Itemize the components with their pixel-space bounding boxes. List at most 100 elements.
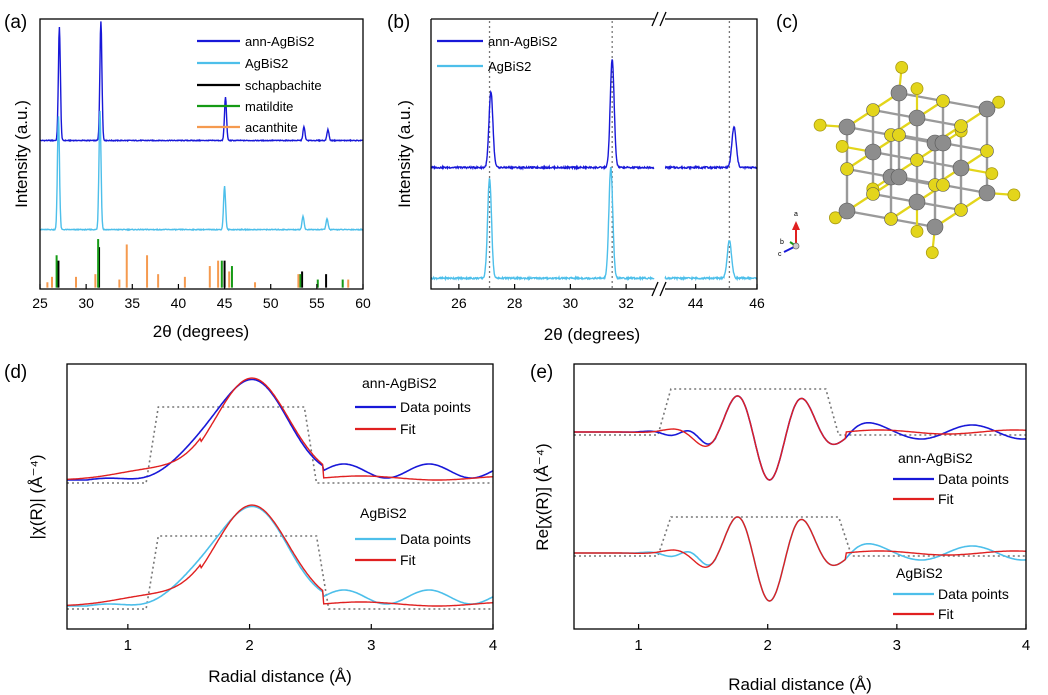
panel-a-legend: ann-AgBiS2 AgBiS2 schapbachite matildite… [197,34,322,135]
series-data-points [574,395,1026,481]
x-tick-label: 55 [309,295,325,311]
legend-group-label: ann-AgBiS2 [362,375,437,391]
sulfur-atom [985,167,999,181]
legend-item-agbis2: AgBiS2 [437,59,531,74]
panel-e-ylabel: Re[χ(R)] (Å⁻⁴) [533,443,552,550]
sulfur-atom [884,212,898,226]
panel-e-plot [574,388,1027,602]
panel-b-xlabel: 2θ (degrees) [544,325,640,344]
x-tick-label: 3 [367,637,375,654]
panel-d-xlabel: Radial distance (Å) [208,667,352,686]
legend-item-schapbachite: schapbachite [197,78,322,93]
series-line-ann-agbis2-left [430,59,655,171]
panel-d-ylabel: |χ(R)| (Å⁻⁴) [27,454,46,539]
legend-item-matildite: matildite [197,99,293,114]
series-data-points [67,378,494,481]
panel-a-letter: (a) [4,12,27,33]
silver-atom [864,143,882,161]
legend-item-ann-agbis2: ann-AgBiS2 [197,34,314,49]
sulfur-atom [954,119,968,133]
x-tick-label: 3 [893,637,901,654]
panel-e-frame [573,363,1027,630]
panel-e-letter: (e) [530,362,553,383]
panel-b-ylabel: Intensity (a.u.) [395,100,414,208]
x-tick-label: 26 [451,295,467,311]
panel-d-plot [67,377,494,610]
silver-atom [908,109,926,127]
sulfur-atom [936,178,950,192]
panel-e-legend-1: ann-AgBiS2 Data points Fit [893,450,1009,507]
legend-item-ann-agbis2: ann-AgBiS2 [437,34,557,49]
legend-group-label: ann-AgBiS2 [898,450,973,466]
panel-d-letter: (d) [4,362,27,383]
legend-matildite-label: matildite [245,99,293,114]
sulfur-atom [992,95,1005,109]
sulfur-atom [835,139,849,153]
panel-e-xlabel: Radial distance (Å) [728,675,872,694]
x-tick-label: 25 [32,295,48,311]
panel-a-frame [39,18,364,290]
series-line-agbis2-right [664,240,758,282]
axis-triad-icon: a b c [778,211,800,258]
sulfur-atom [925,246,939,260]
panel-e: (e) 1 2 3 4 Radial distance (Å) Re[χ(R)] (Å… [530,362,1030,694]
silver-atom [952,159,970,177]
fit-window [574,516,1026,557]
panel-a-ylabel: Intensity (a.u.) [12,100,31,208]
sulfur-atom [866,103,880,117]
silver-atom [978,184,996,202]
series-line-ann-agbis2-right [664,125,758,171]
fit-window [67,406,493,484]
panel-b-legend: ann-AgBiS2 AgBiS2 [437,34,557,74]
sulfur-atom [954,203,968,217]
legend-item-acanthite: acanthite [197,120,298,135]
sulfur-atom [892,128,906,142]
legend-schapbachite-label: schapbachite [245,78,322,93]
panel-e-legend-2: AgBiS2 Data points Fit [893,565,1009,622]
panel-d-legend-1: ann-AgBiS2 Data points Fit [355,375,471,437]
x-tick-label: 2 [764,637,772,654]
silver-atom [838,118,856,136]
silver-atom [934,134,952,152]
sulfur-atom [980,144,994,158]
x-tick-label: 46 [749,295,765,311]
x-tick-label: 32 [618,295,634,311]
legend-ann-agbis2-label: ann-AgBiS2 [488,34,557,49]
legend-fit-label: Fit [400,552,416,568]
sulfur-atom [813,118,827,132]
legend-item-agbis2: AgBiS2 [197,56,288,71]
panel-b-frame [430,18,758,290]
sulfur-atom [910,224,924,238]
series-fit [574,516,1027,602]
legend-data-points-label: Data points [400,399,471,415]
panel-b-letter: (b) [387,12,410,33]
panel-c-letter: (c) [776,12,798,33]
panel-d: (d) 1 2 3 4 Radial distance (Å) |χ(R)| (Å⁻⁴… [4,362,497,686]
x-tick-label: 50 [263,295,279,311]
silver-atom [978,100,996,118]
silver-atom [890,84,908,102]
x-tick-label: 4 [1022,637,1030,654]
x-tick-label: 45 [217,295,233,311]
x-tick-label: 4 [489,637,497,654]
sulfur-atom [910,82,924,95]
axis-c-glyph: c [778,251,782,258]
fit-window [574,388,1026,436]
x-tick-label: 35 [124,295,140,311]
panel-c: (c) a b c [776,12,1021,260]
panel-b: (b) 26 28 30 32 44 46 2θ (degrees) Intensity … [387,11,765,344]
series-fit [574,395,1027,481]
legend-data-points-label: Data points [938,586,1009,602]
panel-a-xticks: 25 30 35 40 45 50 55 60 [32,284,371,311]
legend-agbis2-label: AgBiS2 [245,56,288,71]
x-tick-label: 28 [507,295,523,311]
series-line-agbis2 [39,110,364,232]
panel-a-xlabel: 2θ (degrees) [153,322,249,341]
panel-d-xticks: 1 2 3 4 [124,624,497,654]
axis-a-glyph: a [794,211,798,218]
x-tick-label: 30 [563,295,579,311]
sulfur-atom [910,153,924,167]
panel-e-xticks: 1 2 3 4 [634,624,1030,654]
series-fit [67,377,494,481]
